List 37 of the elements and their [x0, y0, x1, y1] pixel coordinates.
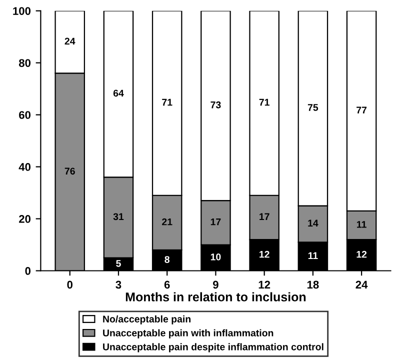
data-label: 17 [210, 218, 221, 226]
x-tick-label: 18 [307, 280, 319, 289]
y-tick-label: 40 [18, 163, 31, 171]
data-label: 64 [113, 90, 124, 97]
y-tick-label: 80 [18, 59, 31, 67]
data-label: 71 [162, 98, 172, 106]
data-label: 31 [113, 213, 124, 220]
data-label: 21 [162, 218, 172, 226]
x-tick-label: 3 [116, 280, 122, 289]
y-tick-label: 60 [19, 111, 31, 119]
x-tick-label: 12 [258, 280, 270, 289]
data-label: 11 [357, 221, 366, 228]
y-tick-label: 20 [19, 215, 31, 223]
data-label: 77 [356, 106, 367, 114]
legend-label: No/acceptable pain [103, 315, 190, 324]
data-label: 24 [64, 38, 76, 45]
data-label: 17 [260, 213, 270, 220]
data-label: 14 [308, 220, 318, 226]
x-tick-label: 24 [356, 280, 368, 289]
data-label: 75 [308, 104, 318, 111]
data-label: 11 [308, 252, 318, 259]
data-label: 10 [210, 253, 221, 260]
data-label: 71 [259, 98, 270, 106]
legend-label: Unacceptable pain with inflammation [103, 329, 274, 338]
y-tick-label: 100 [13, 7, 31, 15]
data-label: 12 [356, 250, 367, 258]
data-label: 12 [260, 250, 270, 258]
data-label: 8 [164, 256, 170, 263]
legend-label: Unacceptable pain despite inflammation control [103, 343, 324, 352]
y-tick-label: 0 [25, 267, 31, 275]
data-label: 76 [64, 168, 75, 175]
x-tick-label: 6 [164, 280, 170, 289]
x-tick-label: 9 [213, 280, 218, 289]
x-tick-label: 0 [67, 280, 73, 289]
data-label: 73 [210, 101, 221, 108]
x-axis-title: Months in relation to inclusion [126, 292, 306, 302]
data-label: 5 [116, 260, 121, 267]
